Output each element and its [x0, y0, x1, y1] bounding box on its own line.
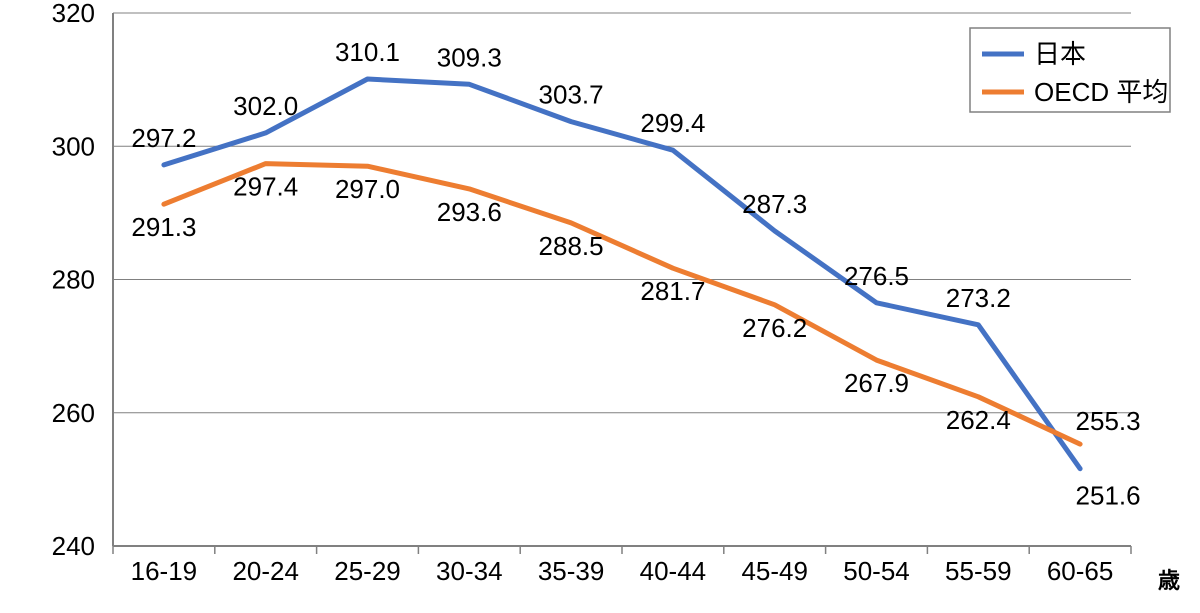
- x-tick-label: 16-19: [131, 556, 198, 586]
- value-label-japan: 303.7: [539, 80, 604, 110]
- value-label-japan: 310.1: [335, 37, 400, 67]
- series-line-oecd: [164, 164, 1080, 445]
- value-label-oecd: 255.3: [1076, 406, 1141, 436]
- y-tick-label: 260: [52, 398, 95, 428]
- x-axis-unit: 歳: [1158, 568, 1180, 593]
- value-label-oecd: 281.7: [640, 276, 705, 306]
- legend-label-oecd: OECD 平均: [1034, 77, 1168, 107]
- x-tick-label: 45-49: [741, 556, 808, 586]
- value-label-japan: 276.5: [844, 261, 909, 291]
- value-label-oecd: 276.2: [742, 313, 807, 343]
- value-label-japan: 297.2: [131, 123, 196, 153]
- value-label-japan: 251.6: [1076, 481, 1141, 511]
- value-label-oecd: 297.0: [335, 174, 400, 204]
- legend-label-japan: 日本: [1034, 39, 1086, 69]
- value-label-oecd: 291.3: [131, 212, 196, 242]
- x-tick-label: 20-24: [232, 556, 299, 586]
- value-label-oecd: 262.4: [946, 405, 1011, 435]
- value-label-oecd: 267.9: [844, 368, 909, 398]
- y-tick-label: 240: [52, 531, 95, 561]
- value-label-oecd: 288.5: [539, 231, 604, 261]
- x-tick-label: 30-34: [436, 556, 503, 586]
- x-tick-label: 60-65: [1047, 556, 1114, 586]
- value-label-japan: 302.0: [233, 91, 298, 121]
- series-line-japan: [164, 79, 1080, 469]
- x-tick-label: 40-44: [640, 556, 707, 586]
- value-label-japan: 309.3: [437, 42, 502, 72]
- x-tick-label: 35-39: [538, 556, 605, 586]
- value-label-japan: 287.3: [742, 189, 807, 219]
- value-label-oecd: 297.4: [233, 172, 298, 202]
- value-label-japan: 273.2: [946, 283, 1011, 313]
- chart-svg: 240 260 280 300 320 16-19 20-24 25-29 30-34 35-39…: [0, 0, 1200, 613]
- x-tick-label: 50-54: [843, 556, 910, 586]
- y-tick-label: 320: [52, 0, 95, 28]
- x-tick-label: 55-59: [945, 556, 1012, 586]
- value-label-oecd: 293.6: [437, 197, 502, 227]
- y-tick-label: 300: [52, 131, 95, 161]
- x-tick-label: 25-29: [334, 556, 401, 586]
- line-chart: 240 260 280 300 320 16-19 20-24 25-29 30-34 35-39…: [0, 0, 1200, 613]
- value-label-japan: 299.4: [640, 108, 705, 138]
- y-tick-label: 280: [52, 265, 95, 295]
